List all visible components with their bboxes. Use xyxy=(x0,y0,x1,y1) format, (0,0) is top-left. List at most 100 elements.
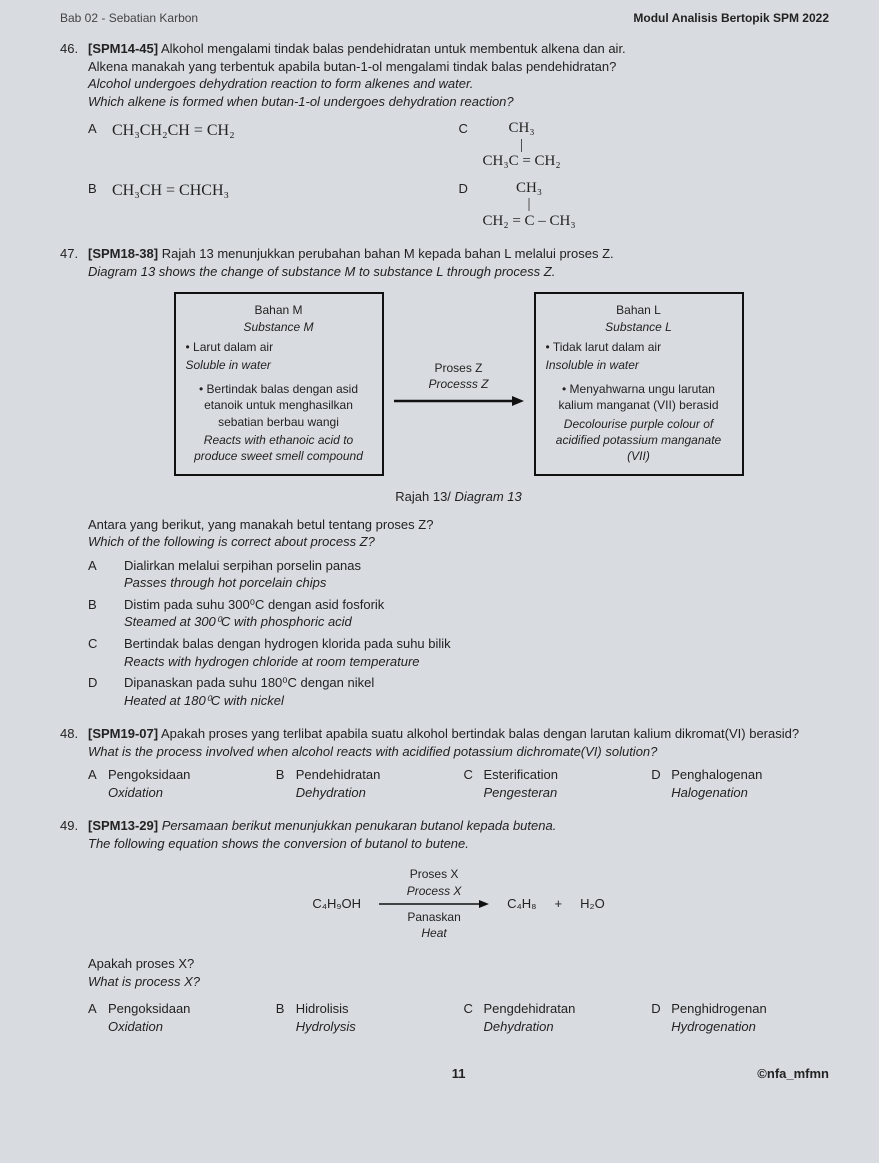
q47-options: ADialirkan melalui serpihan porselin pan… xyxy=(88,557,829,709)
q47-c-l: C xyxy=(88,635,124,670)
q49-a-en: Oxidation xyxy=(108,1018,190,1036)
q46-en2: Which alkene is formed when butan-1-ol u… xyxy=(88,94,514,109)
q49-d-my: Penghidrogenan xyxy=(671,1000,766,1018)
q49-a-my: Pengoksidaan xyxy=(108,1000,190,1018)
q47-ask-my: Antara yang berikut, yang manakah betul … xyxy=(88,516,829,534)
q47-cap-my: Rajah 13/ xyxy=(395,489,451,504)
q48-c-my: Esterification xyxy=(484,766,558,784)
q47-box-m: Bahan M Substance M Larut dalam air Solu… xyxy=(174,292,384,476)
q46-en1: Alcohol undergoes dehydration reaction t… xyxy=(88,76,473,91)
q48-my: Apakah proses yang terlibat apabila suat… xyxy=(161,726,799,741)
q46-optD-l2: | xyxy=(483,196,576,213)
q46-my2: Alkena manakah yang terbentuk apabila bu… xyxy=(88,59,616,74)
q48-b-my: Pendehidratan xyxy=(296,766,381,784)
q47-a-l: A xyxy=(88,557,124,592)
page-number: 11 xyxy=(160,1065,757,1083)
q49-b-l: B xyxy=(276,1000,296,1035)
q46-optD-l3: CH₂ = C – CH₃ xyxy=(483,213,576,230)
q49-ref: [SPM13-29] xyxy=(88,818,158,833)
q49-top2: Process X xyxy=(379,883,489,899)
q49-rhs1: C₄H₈ xyxy=(507,895,536,913)
q48-number: 48. xyxy=(60,725,88,743)
q49-bot2: Heat xyxy=(379,925,489,941)
q48-c-l: C xyxy=(464,766,484,801)
q47-cap-en: Diagram 13 xyxy=(451,489,522,504)
q47-boxl-title: Bahan L xyxy=(546,302,732,318)
q49-b-en: Hydrolysis xyxy=(296,1018,356,1036)
q47-boxm-sub: Substance M xyxy=(186,319,372,335)
q46-optA-formula: CH₃CH₂CH = CH₂ xyxy=(112,120,235,170)
q47-boxl-sub: Substance L xyxy=(546,319,732,335)
q47-box-l: Bahan L Substance L Tidak larut dalam ai… xyxy=(534,292,744,476)
q49-lhs: C₄H₉OH xyxy=(312,895,361,913)
q49-eqn-arrow: Proses X Process X Panaskan Heat xyxy=(379,866,489,941)
q47-c-en: Reacts with hydrogen chloride at room te… xyxy=(124,653,451,671)
q47-boxm-b2i: Reacts with ethanoic acid to produce swe… xyxy=(186,432,372,464)
q46-optD-struct: CH₃ | CH₂ = C – CH₃ xyxy=(483,180,576,230)
q47-boxm-b1: Larut dalam air xyxy=(186,339,372,355)
q48-options: APengoksidaanOxidation BPendehidratanDeh… xyxy=(88,766,829,801)
q46-ref: [SPM14-45] xyxy=(88,41,158,56)
header-right: Modul Analisis Bertopik SPM 2022 xyxy=(633,10,829,26)
q49-options: APengoksidaanOxidation BHidrolisisHydrol… xyxy=(88,1000,829,1035)
q47-b-en: Steamed at 300⁰C with phosphoric acid xyxy=(124,613,384,631)
q47-my: Rajah 13 menunjukkan perubahan bahan M k… xyxy=(162,246,614,261)
q48-a-en: Oxidation xyxy=(108,784,190,802)
q49-a-l: A xyxy=(88,1000,108,1035)
question-48: 48. [SPM19-07] Apakah proses yang terlib… xyxy=(60,725,829,801)
q47-number: 47. xyxy=(60,245,88,263)
q47-boxm-b2: Bertindak balas dengan asid etanoik untu… xyxy=(186,381,372,430)
q48-d-l: D xyxy=(651,766,671,801)
q49-number: 49. xyxy=(60,817,88,835)
arrow-right-icon xyxy=(379,899,489,909)
header-left: Bab 02 - Sebatian Karbon xyxy=(60,10,198,26)
q46-my1: Alkohol mengalami tindak balas pendehidr… xyxy=(161,41,626,56)
q47-en: Diagram 13 shows the change of substance… xyxy=(88,264,555,279)
q47-a-my: Dialirkan melalui serpihan porselin pana… xyxy=(124,557,361,575)
q47-a-en: Passes through hot porcelain chips xyxy=(124,574,361,592)
q47-b-my: Distim pada suhu 300⁰C dengan asid fosfo… xyxy=(124,596,384,614)
question-46: 46. [SPM14-45] Alkohol mengalami tindak … xyxy=(60,40,829,229)
q46-optC-struct: CH₃ | CH₃C = CH₂ xyxy=(483,120,561,170)
q48-a-my: Pengoksidaan xyxy=(108,766,190,784)
q46-optB-letter: B xyxy=(88,180,112,230)
q47-arrow: Proses Z Processs Z xyxy=(394,360,524,408)
q48-en: What is the process involved when alcoho… xyxy=(88,744,657,759)
q47-mid-t2: Processs Z xyxy=(394,376,524,392)
q48-b-l: B xyxy=(276,766,296,801)
footer-credit: ©nfa_mfmn xyxy=(757,1065,829,1083)
q49-plus: + xyxy=(555,895,563,913)
q49-bot1: Panaskan xyxy=(379,909,489,925)
q47-d-en: Heated at 180⁰C with nickel xyxy=(124,692,374,710)
arrow-right-icon xyxy=(394,395,524,407)
q49-d-en: Hydrogenation xyxy=(671,1018,766,1036)
q49-my: Persamaan berikut menunjukkan penukaran … xyxy=(162,818,557,833)
q49-d-l: D xyxy=(651,1000,671,1035)
q48-d-en: Halogenation xyxy=(671,784,762,802)
q49-equation: C₄H₉OH Proses X Process X Panaskan Heat … xyxy=(88,866,829,941)
q49-c-my: Pengdehidratan xyxy=(484,1000,576,1018)
q48-d-my: Penghalogenan xyxy=(671,766,762,784)
q46-optC-l1: CH₃ xyxy=(483,120,561,137)
q46-optC-l2: | xyxy=(483,137,561,154)
q47-ref: [SPM18-38] xyxy=(88,246,158,261)
q47-boxl-b1i: Insoluble in water xyxy=(546,357,732,373)
q49-b-my: Hidrolisis xyxy=(296,1000,356,1018)
q46-optC-l3: CH₃C = CH₂ xyxy=(483,153,561,170)
q49-top1: Proses X xyxy=(379,866,489,882)
q48-a-l: A xyxy=(88,766,108,801)
q49-en: The following equation shows the convers… xyxy=(88,836,469,851)
q47-caption: Rajah 13/ Diagram 13 xyxy=(88,488,829,506)
q46-optD-l1: CH₃ xyxy=(483,180,576,197)
header: Bab 02 - Sebatian Karbon Modul Analisis … xyxy=(60,10,829,26)
q46-optB-formula: CH₃CH = CHCH₃ xyxy=(112,180,229,230)
q49-c-en: Dehydration xyxy=(484,1018,576,1036)
q48-c-en: Pengesteran xyxy=(484,784,558,802)
q47-boxm-title: Bahan M xyxy=(186,302,372,318)
q47-d-my: Dipanaskan pada suhu 180⁰C dengan nikel xyxy=(124,674,374,692)
q47-boxl-b2: Menyahwarna ungu larutan kalium manganat… xyxy=(546,381,732,413)
q47-c-my: Bertindak balas dengan hydrogen klorida … xyxy=(124,635,451,653)
q47-b-l: B xyxy=(88,596,124,631)
q46-optA-letter: A xyxy=(88,120,112,170)
q49-c-l: C xyxy=(464,1000,484,1035)
